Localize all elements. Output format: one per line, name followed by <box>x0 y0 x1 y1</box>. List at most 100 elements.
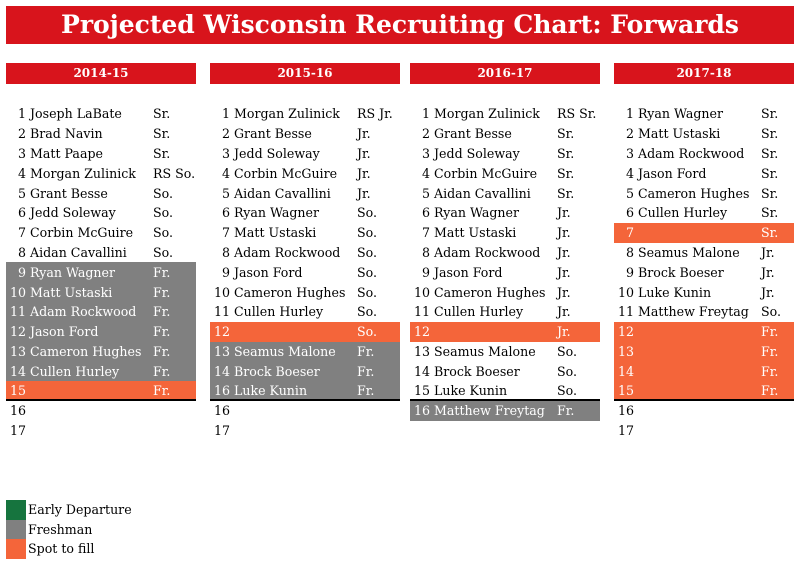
roster-row: 13 Cameron Hughes Fr. <box>6 341 196 362</box>
season-header: 2014-15 <box>6 63 196 84</box>
player-name: Cameron Hughes <box>30 343 142 359</box>
player-class-year: Jr. <box>357 185 371 201</box>
roster-number: 5 <box>421 185 430 201</box>
roster-number: 2 <box>17 126 26 142</box>
player-class-year: So. <box>761 304 781 320</box>
roster-number: 4 <box>625 165 634 181</box>
player-name: Matt Ustaski <box>638 126 721 142</box>
roster-number: 8 <box>221 244 230 260</box>
player-name: Cameron Hughes <box>434 284 546 300</box>
roster-row: 17 <box>614 421 794 441</box>
roster-list: 1 Morgan Zulinick RS Jr. 2 Grant Besse Jr. 3 Je… <box>210 104 400 441</box>
player-class-year: Jr. <box>557 284 571 300</box>
roster-number: 9 <box>221 264 230 280</box>
player-class-year: So. <box>557 382 577 398</box>
roster-row: 12 Jason Ford Fr. <box>6 321 196 342</box>
player-class-year: RS Sr. <box>557 106 597 122</box>
roster-row: 10 Luke Kunin Jr. <box>614 282 794 302</box>
roster-row: 17 <box>210 421 400 441</box>
roster-number: 15 <box>413 382 430 398</box>
player-name: Aidan Cavallini <box>434 185 531 201</box>
player-class-year: So. <box>557 343 577 359</box>
roster-row: 1 Morgan Zulinick RS Sr. <box>410 104 600 124</box>
roster-row: 1 Ryan Wagner Sr. <box>614 104 794 124</box>
legend-item-early-departure: Early Departure <box>6 500 132 520</box>
player-class-year: Jr. <box>761 244 775 260</box>
player-class-year: Sr. <box>557 126 575 142</box>
roster-number: 12 <box>617 324 634 340</box>
roster-row: 1 Joseph LaBate Sr. <box>6 104 196 124</box>
player-name: Brock Boeser <box>434 363 520 379</box>
roster-row: 9 Ryan Wagner Fr. <box>6 262 196 283</box>
roster-row: 13 Seamus Malone So. <box>410 342 600 362</box>
player-name: Joseph LaBate <box>30 106 122 122</box>
player-name: Brock Boeser <box>234 363 320 379</box>
player-class-year: Fr. <box>357 363 375 379</box>
roster-number: 7 <box>421 225 430 241</box>
player-class-year: Sr. <box>153 145 171 161</box>
player-name: Morgan Zulinick <box>30 165 136 181</box>
chart-title: Projected Wisconsin Recruiting Chart: Fo… <box>6 6 794 44</box>
roster-row: 12 So. <box>210 321 400 342</box>
player-class-year: So. <box>357 304 377 320</box>
roster-row: 7 Matt Ustaski So. <box>210 223 400 243</box>
legend-swatch-early <box>6 500 26 520</box>
roster-row: 12 Fr. <box>614 321 794 342</box>
player-class-year: Fr. <box>153 363 171 379</box>
player-name: Ryan Wagner <box>434 205 520 221</box>
roster-row: 14 Brock Boeser So. <box>410 361 600 381</box>
roster-number: 15 <box>9 382 26 398</box>
roster-number: 2 <box>221 126 230 142</box>
player-name: Brock Boeser <box>638 264 724 280</box>
roster-number: 10 <box>9 284 26 300</box>
roster-row: 2 Brad Navin Sr. <box>6 124 196 144</box>
roster-row: 10 Cameron Hughes Jr. <box>410 282 600 302</box>
player-class-year: Fr. <box>153 284 171 300</box>
player-name: Cullen Hurley <box>434 304 524 320</box>
player-name: Grant Besse <box>234 126 312 142</box>
roster-row: 4 Jason Ford Sr. <box>614 163 794 183</box>
player-name: Grant Besse <box>434 126 512 142</box>
player-name: Cullen Hurley <box>638 205 728 221</box>
roster-number: 6 <box>17 205 26 221</box>
roster-number: 11 <box>413 304 430 320</box>
roster-number: 13 <box>9 343 26 359</box>
player-class-year: Fr. <box>153 304 171 320</box>
player-name: Aidan Cavallini <box>234 185 331 201</box>
roster-number: 15 <box>617 382 634 398</box>
roster-number: 14 <box>617 363 634 379</box>
player-class-year: Jr. <box>557 205 571 221</box>
roster-number: 8 <box>17 244 26 260</box>
player-class-year: Jr. <box>357 126 371 142</box>
roster-number: 11 <box>213 304 230 320</box>
roster-number: 13 <box>213 343 230 359</box>
roster-number: 6 <box>421 205 430 221</box>
player-class-year: Fr. <box>557 403 575 419</box>
roster-row: 2 Grant Besse Jr. <box>210 124 400 144</box>
player-class-year: So. <box>153 225 173 241</box>
player-class-year: Sr. <box>761 205 779 221</box>
roster-number: 16 <box>413 403 430 419</box>
roster-number: 17 <box>9 423 26 439</box>
player-class-year: Fr. <box>357 382 375 398</box>
player-name: Adam Rockwood <box>434 244 541 260</box>
player-name: Matt Ustaski <box>434 225 517 241</box>
roster-number: 10 <box>213 284 230 300</box>
player-class-year: Fr. <box>357 343 375 359</box>
roster-number: 14 <box>213 363 230 379</box>
roster-number: 9 <box>17 264 26 280</box>
roster-row: 4 Corbin McGuire Jr. <box>210 163 400 183</box>
roster-number: 6 <box>625 205 634 221</box>
roster-number: 3 <box>625 145 634 161</box>
roster-number: 12 <box>413 324 430 340</box>
player-class-year: Sr. <box>761 106 779 122</box>
player-name: Luke Kunin <box>434 382 508 398</box>
player-class-year: Sr. <box>761 185 779 201</box>
player-name: Seamus Malone <box>234 343 336 359</box>
player-name: Aidan Cavallini <box>30 244 127 260</box>
player-class-year: Fr. <box>761 382 779 398</box>
player-name: Brad Navin <box>30 126 103 142</box>
legend-item-spot-to-fill: Spot to fill <box>6 539 132 559</box>
player-class-year: RS Jr. <box>357 106 393 122</box>
player-name: Adam Rockwood <box>234 244 341 260</box>
